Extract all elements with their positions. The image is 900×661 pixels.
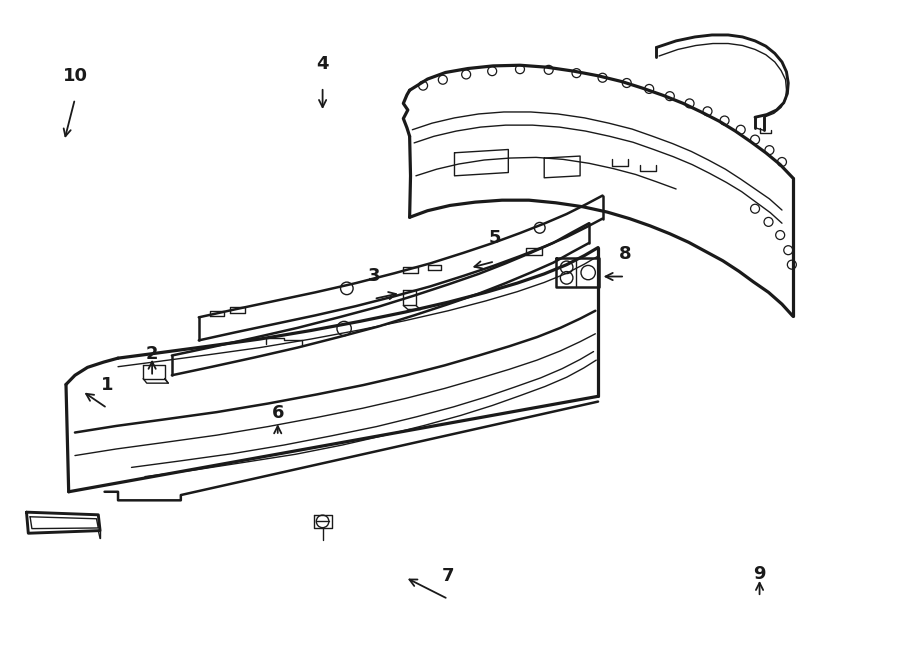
Text: 3: 3 bbox=[367, 267, 380, 285]
Text: 9: 9 bbox=[753, 565, 766, 583]
Text: 4: 4 bbox=[316, 55, 328, 73]
Text: 5: 5 bbox=[489, 229, 501, 247]
Text: 2: 2 bbox=[146, 344, 158, 363]
Text: 6: 6 bbox=[272, 404, 284, 422]
Text: 8: 8 bbox=[618, 245, 631, 262]
Text: 10: 10 bbox=[62, 67, 87, 85]
Text: 1: 1 bbox=[101, 376, 113, 394]
Text: 7: 7 bbox=[442, 567, 454, 585]
